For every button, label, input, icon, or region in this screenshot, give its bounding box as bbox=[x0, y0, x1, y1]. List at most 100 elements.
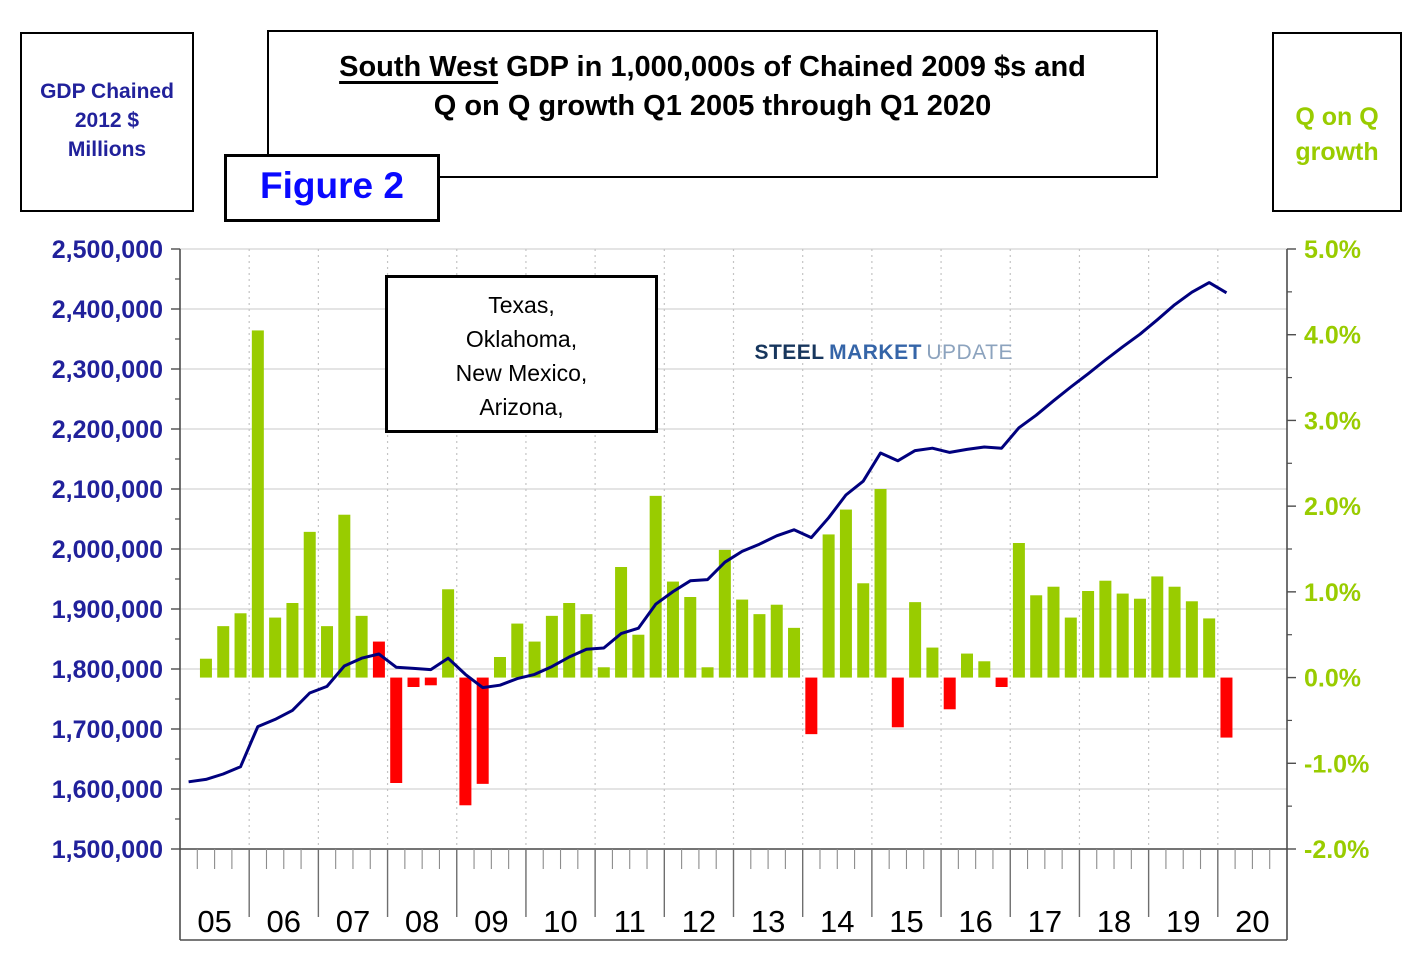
growth-bar-Q2-2016 bbox=[961, 653, 974, 678]
growth-bar-Q2-2013 bbox=[753, 614, 766, 678]
growth-bar-Q1-2019 bbox=[1151, 576, 1164, 678]
left-axis-label-2,000,000: 2,000,000 bbox=[52, 536, 163, 564]
growth-bar-Q3-2018 bbox=[1116, 593, 1129, 678]
logo-word-market: MARKET bbox=[829, 341, 922, 364]
growth-bar-Q2-2007 bbox=[338, 514, 351, 678]
right-axis-title-line1: Q on Q bbox=[1295, 103, 1379, 131]
growth-bar-Q2-2011 bbox=[615, 567, 628, 678]
figure-number-label: Figure 2 bbox=[260, 165, 404, 206]
left-axis-labels: 2,500,000 2,400,000 2,300,000 2,200,000 2,10… bbox=[52, 236, 163, 864]
chart-title-box: South West GDP in 1,000,000s of Chained … bbox=[267, 30, 1158, 178]
right-axis-label-3.0%: 3.0% bbox=[1304, 407, 1361, 435]
growth-bar-Q2-2015 bbox=[891, 677, 904, 728]
growth-bar-Q1-2010 bbox=[528, 641, 541, 678]
growth-bar-Q1-2018 bbox=[1082, 591, 1095, 678]
growth-bar-Q4-2019 bbox=[1203, 618, 1216, 678]
year-label-12: 12 bbox=[682, 904, 716, 939]
growth-bar-Q1-2020 bbox=[1220, 677, 1233, 738]
left-axis-label-1,700,000: 1,700,000 bbox=[52, 716, 163, 744]
quarter-ticks bbox=[196, 849, 1271, 869]
growth-bar-Q1-2017 bbox=[1012, 543, 1025, 678]
growth-bar-Q3-2013 bbox=[770, 604, 783, 678]
growth-bar-Q2-2017 bbox=[1030, 595, 1043, 678]
year-label-19: 19 bbox=[1166, 904, 1200, 939]
growth-bar-Q3-2019 bbox=[1185, 601, 1198, 678]
year-label-18: 18 bbox=[1097, 904, 1131, 939]
year-label-11: 11 bbox=[614, 904, 646, 939]
gdp-line bbox=[188, 281, 1228, 784]
left-axis-label-1,500,000: 1,500,000 bbox=[52, 836, 163, 864]
right-axis-label-0.0%: 0.0% bbox=[1304, 665, 1361, 693]
growth-bar-Q4-2017 bbox=[1064, 617, 1077, 678]
growth-bar-Q2-2010 bbox=[545, 615, 558, 678]
growth-bar-Q4-2010 bbox=[580, 614, 593, 678]
year-label-05: 05 bbox=[197, 904, 231, 939]
growth-bar-Q4-2014 bbox=[857, 583, 870, 678]
left-axis-label-2,500,000: 2,500,000 bbox=[52, 236, 163, 264]
left-axis-label-2,400,000: 2,400,000 bbox=[52, 296, 163, 324]
growth-bar-Q2-2008 bbox=[407, 677, 420, 687]
logo-crescent-icon bbox=[783, 350, 787, 356]
growth-bar-Q4-2015 bbox=[926, 647, 939, 678]
growth-bar-Q2-2006 bbox=[269, 617, 282, 678]
year-label-14: 14 bbox=[820, 904, 854, 939]
growth-bar-Q1-2012 bbox=[666, 581, 679, 678]
growth-bar-Q4-2009 bbox=[511, 623, 524, 678]
year-label-17: 17 bbox=[1028, 904, 1062, 939]
chart-title-line1: South West GDP in 1,000,000s of Chained … bbox=[269, 51, 1156, 84]
left-axis-label-1,600,000: 1,600,000 bbox=[52, 776, 163, 804]
growth-bars bbox=[199, 330, 1233, 806]
growth-bar-Q4-2007 bbox=[372, 641, 385, 678]
left-axis-title-line3: Millions bbox=[67, 137, 147, 161]
right-axis-labels: 5.0% 4.0% 3.0% 2.0% 1.0% 0.0% -1.0% -2.0% bbox=[1304, 236, 1369, 864]
chart-title-underlined: South West bbox=[339, 51, 499, 83]
steel-market-update-logo: STEEL MARKET UPDATE bbox=[754, 320, 1013, 386]
left-axis-label-2,100,000: 2,100,000 bbox=[52, 476, 163, 504]
right-axis-label--2.0%: -2.0% bbox=[1304, 836, 1369, 864]
states-annotation-box: Texas, Oklahoma, New Mexico, Arizona, bbox=[385, 275, 658, 433]
growth-bar-Q3-2011 bbox=[632, 634, 645, 678]
growth-bar-Q2-2009 bbox=[476, 677, 489, 784]
figure-number-box: Figure 2 bbox=[224, 154, 440, 222]
growth-bar-Q2-2018 bbox=[1099, 580, 1112, 678]
left-axis-title-box: GDP Chained 2012 $ Millions bbox=[20, 32, 194, 212]
year-label-08: 08 bbox=[405, 904, 439, 939]
growth-bar-Q3-2016 bbox=[978, 661, 991, 678]
growth-bar-Q3-2009 bbox=[493, 657, 506, 678]
right-axis-label-1.0%: 1.0% bbox=[1304, 579, 1361, 607]
states-line-texas: Texas, bbox=[488, 292, 555, 318]
left-axis-label-2,300,000: 2,300,000 bbox=[52, 356, 163, 384]
year-label-09: 09 bbox=[474, 904, 508, 939]
growth-bar-Q1-2009 bbox=[459, 677, 472, 806]
states-line-arizona: Arizona, bbox=[479, 394, 564, 421]
right-axis-title-line2: growth bbox=[1295, 138, 1379, 166]
growth-bar-Q2-2019 bbox=[1168, 586, 1181, 678]
growth-bar-Q4-2012 bbox=[718, 549, 731, 678]
left-axis-label-1,900,000: 1,900,000 bbox=[52, 596, 163, 624]
right-axis-ticks bbox=[1287, 248, 1296, 850]
growth-bar-Q4-2018 bbox=[1133, 598, 1146, 678]
growth-bar-Q3-2015 bbox=[909, 602, 922, 678]
year-label-20: 20 bbox=[1235, 904, 1269, 939]
right-axis-title-box: Q on Q growth bbox=[1272, 32, 1402, 212]
growth-bar-Q2-2014 bbox=[822, 534, 835, 678]
states-line-new-mexico: New Mexico, bbox=[455, 360, 588, 387]
growth-bar-Q1-2007 bbox=[321, 626, 334, 678]
right-axis-label--1.0%: -1.0% bbox=[1304, 750, 1369, 778]
growth-bar-Q1-2015 bbox=[874, 489, 887, 678]
growth-bar-Q4-2008 bbox=[442, 589, 455, 678]
growth-bar-Q4-2011 bbox=[649, 495, 662, 678]
growth-bar-Q3-2005 bbox=[217, 626, 230, 678]
left-axis-label-1,800,000: 1,800,000 bbox=[52, 656, 163, 684]
x-axis-year-labels: 05 06 07 08 09 10 11 12 13 14 15 16 17 18 19 20 bbox=[197, 904, 1269, 939]
states-line-oklahoma: Oklahoma, bbox=[465, 326, 578, 353]
vertical-year-gridlines bbox=[248, 249, 1219, 849]
growth-bar-Q4-2005 bbox=[234, 613, 247, 678]
year-label-07: 07 bbox=[336, 904, 370, 939]
year-separators bbox=[248, 849, 1219, 917]
growth-bar-Q3-2012 bbox=[701, 667, 714, 678]
growth-bar-Q1-2011 bbox=[597, 667, 610, 678]
logo-word-update: UPDATE bbox=[926, 341, 1013, 364]
growth-bar-Q3-2017 bbox=[1047, 586, 1060, 678]
